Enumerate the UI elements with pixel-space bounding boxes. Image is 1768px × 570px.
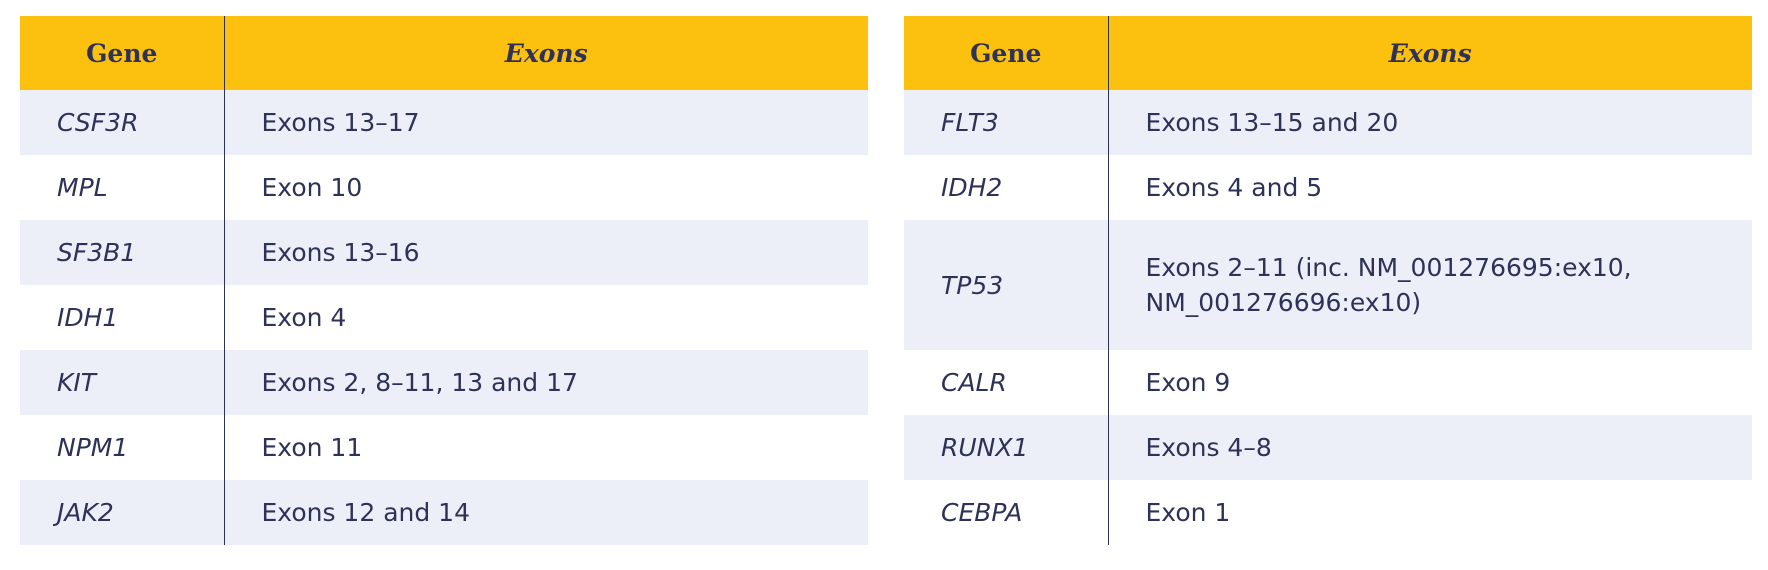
gene-cell: KIT <box>20 350 225 415</box>
gene-column-header: Gene <box>904 16 1109 90</box>
table-row: IDH1 Exon 4 <box>20 285 868 350</box>
exons-cell: Exons 4 and 5 <box>1145 173 1323 202</box>
exons-cell: Exons 13–15 and 20 <box>1108 90 1752 155</box>
gene-cell: IDH2 <box>904 155 1109 220</box>
gene-cell: CSF3R <box>20 90 225 155</box>
table-row: CEBPA Exon 1 <box>904 480 1752 545</box>
exons-cell: Exons 13–16 <box>224 220 868 285</box>
table-row: CSF3R Exons 13–17 <box>20 90 868 155</box>
table-row: FLT3 Exons 13–15 and 20 <box>904 90 1752 155</box>
gene-exon-table-right: Gene Exons FLT3 Exons 13–15 and 20 IDH2 … <box>904 16 1752 545</box>
gene-cell: RUNX1 <box>904 415 1109 480</box>
gene-cell: IDH1 <box>20 285 225 350</box>
table-row: CALR Exon 9 <box>904 350 1752 415</box>
gene-cell: MPL <box>20 155 225 220</box>
table-row: KIT Exons 2, 8–11, 13 and 17 <box>20 350 868 415</box>
table-header-row: Gene Exons <box>904 16 1752 90</box>
table-row: MPL Exon 10 <box>20 155 868 220</box>
table-row: NPM1 Exon 11 <box>20 415 868 480</box>
gene-cell: JAK2 <box>20 480 225 545</box>
exons-cell: Exon 1 <box>1145 498 1231 527</box>
exons-cell: Exons 4–8 <box>1108 415 1752 480</box>
table-header-row: Gene Exons <box>20 16 868 90</box>
table-row: SF3B1 Exons 13–16 <box>20 220 868 285</box>
gene-cell: FLT3 <box>904 90 1109 155</box>
gene-cell: SF3B1 <box>20 220 225 285</box>
exons-cell: Exon 9 <box>1145 368 1231 397</box>
gene-cell: CEBPA <box>904 480 1109 545</box>
exons-cell: Exons 13–17 <box>224 90 868 155</box>
gene-column-header: Gene <box>20 16 225 90</box>
exons-cell: Exon 10 <box>261 173 363 202</box>
table-row: JAK2 Exons 12 and 14 <box>20 480 868 545</box>
table-row: IDH2 Exons 4 and 5 <box>904 155 1752 220</box>
exons-column-header: Exons <box>1108 16 1752 90</box>
table-row: TP53 Exons 2–11 (inc. NM_001276695:ex10,… <box>904 220 1752 350</box>
gene-cell: CALR <box>904 350 1109 415</box>
exons-cell: Exons 2–11 (inc. NM_001276695:ex10, NM_0… <box>1108 220 1752 350</box>
exons-cell: Exon 11 <box>261 433 363 462</box>
gene-exon-table-left: Gene Exons CSF3R Exons 13–17 MPL Exon 10… <box>20 16 868 545</box>
exons-cell: Exons 12 and 14 <box>224 480 868 545</box>
exons-cell: Exon 4 <box>261 303 347 332</box>
gene-cell: NPM1 <box>20 415 225 480</box>
table-row: RUNX1 Exons 4–8 <box>904 415 1752 480</box>
exons-cell: Exons 2, 8–11, 13 and 17 <box>224 350 868 415</box>
exons-column-header: Exons <box>224 16 868 90</box>
gene-cell: TP53 <box>904 220 1109 350</box>
